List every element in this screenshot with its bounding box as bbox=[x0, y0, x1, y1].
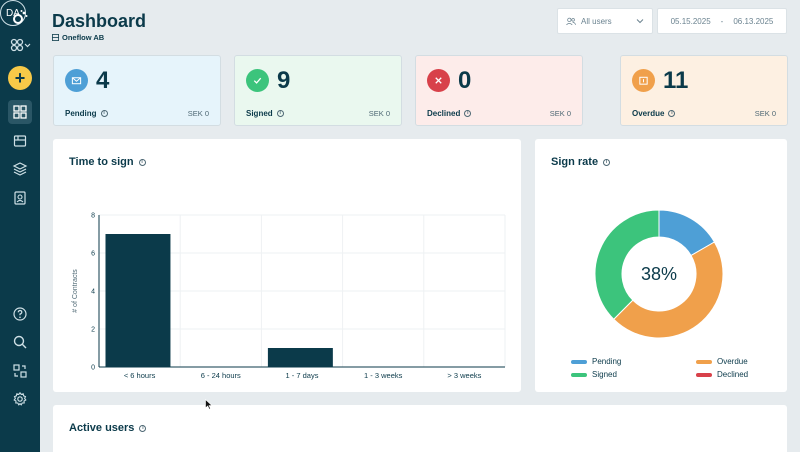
legend-swatch bbox=[696, 359, 712, 364]
templates-icon[interactable] bbox=[8, 157, 32, 181]
sign-rate-panel: Sign rate i 38% Pending Overdue Signed Decl… bbox=[535, 139, 787, 392]
documents-icon[interactable] bbox=[8, 129, 32, 153]
sidebar: + DA bbox=[0, 0, 40, 452]
y-tick-label: 0 bbox=[91, 365, 95, 372]
legend-swatch bbox=[696, 372, 712, 377]
legend-swatch bbox=[571, 359, 587, 364]
info-icon[interactable]: i bbox=[603, 158, 611, 166]
legend-item-signed[interactable]: Signed bbox=[571, 370, 617, 379]
stat-count: 9 bbox=[277, 67, 291, 94]
date-range-picker[interactable]: 05.15.2025 - 06.13.2025 bbox=[657, 8, 787, 34]
sign-rate-percentage: 38% bbox=[641, 264, 677, 284]
y-tick-label: 2 bbox=[91, 327, 95, 334]
time-to-sign-panel: Time to sign i 0 2 4 6 8 # of Contracts < 6 ho… bbox=[53, 139, 521, 392]
stat-card-declined[interactable]: 0 Declined i SEK 0 bbox=[415, 55, 583, 126]
y-tick-label: 6 bbox=[91, 251, 95, 258]
search-icon[interactable] bbox=[8, 330, 32, 354]
legend-label: Signed bbox=[592, 370, 617, 379]
info-icon[interactable]: i bbox=[100, 110, 108, 117]
dashboard-icon[interactable] bbox=[8, 100, 32, 124]
x-tick-label: > 3 weeks bbox=[447, 371, 481, 380]
envelope-icon bbox=[65, 69, 88, 92]
user-filter-value: All users bbox=[581, 16, 612, 26]
legend-swatch bbox=[571, 372, 587, 377]
stat-amount: SEK 0 bbox=[368, 109, 390, 118]
info-icon[interactable]: i bbox=[464, 110, 472, 117]
company-name: Oneflow AB bbox=[62, 33, 105, 42]
time-to-sign-title: Time to sign i bbox=[69, 156, 146, 168]
address-book-icon[interactable] bbox=[8, 186, 32, 210]
stat-amount: SEK 0 bbox=[549, 109, 571, 118]
stat-label: Overdue i bbox=[632, 109, 676, 118]
x-tick-label: < 6 hours bbox=[124, 371, 156, 380]
users-icon bbox=[566, 17, 576, 25]
stat-count: 11 bbox=[663, 67, 689, 94]
time-to-sign-chart: 0 2 4 6 8 # of Contracts < 6 hours 6 - 24 hours… bbox=[72, 213, 506, 380]
page-title: Dashboard bbox=[52, 11, 147, 31]
donut-slice-signed[interactable] bbox=[594, 209, 660, 320]
date-separator: - bbox=[720, 16, 724, 26]
company-icon bbox=[52, 34, 59, 41]
stat-count: 0 bbox=[458, 67, 472, 94]
date-to[interactable]: 06.13.2025 bbox=[733, 16, 774, 26]
sign-rate-title: Sign rate i bbox=[551, 156, 611, 168]
x-tick-label: 1 - 3 weeks bbox=[364, 371, 403, 380]
date-from[interactable]: 05.15.2025 bbox=[670, 16, 711, 26]
y-tick-label: 4 bbox=[91, 289, 95, 296]
active-users-panel: Active users i bbox=[53, 405, 787, 452]
company-label: Oneflow AB bbox=[52, 33, 104, 42]
user-avatar[interactable]: DA bbox=[0, 0, 26, 26]
stat-card-signed[interactable]: 9 Signed i SEK 0 bbox=[234, 55, 402, 126]
donut-slice-overdue[interactable] bbox=[613, 241, 724, 339]
legend-label: Pending bbox=[592, 357, 622, 366]
x-tick-label: 1 - 7 days bbox=[286, 371, 319, 380]
legend-label: Overdue bbox=[717, 357, 748, 366]
legend-item-pending[interactable]: Pending bbox=[571, 357, 621, 366]
y-axis-label: # of Contracts bbox=[72, 269, 79, 313]
stat-label: Pending i bbox=[65, 109, 108, 118]
info-icon[interactable]: i bbox=[139, 424, 147, 432]
mouse-cursor-icon bbox=[205, 399, 213, 410]
help-icon[interactable] bbox=[8, 302, 32, 326]
stat-card-overdue[interactable]: 11 Overdue i SEK 0 bbox=[620, 55, 788, 126]
legend-item-overdue[interactable]: Overdue bbox=[696, 357, 748, 366]
sign-rate-donut: 38% bbox=[594, 209, 724, 339]
x-tick-label: 6 - 24 hours bbox=[201, 371, 241, 380]
calendar-icon bbox=[632, 69, 655, 92]
info-icon[interactable]: i bbox=[668, 110, 676, 117]
check-icon bbox=[246, 69, 269, 92]
user-filter-select[interactable]: All users bbox=[557, 8, 653, 34]
info-icon[interactable]: i bbox=[276, 110, 284, 117]
oneflow-logo-icon[interactable] bbox=[8, 5, 32, 29]
create-button[interactable]: + bbox=[8, 66, 32, 90]
stat-card-pending[interactable]: 4 Pending i SEK 0 bbox=[53, 55, 221, 126]
stat-count: 4 bbox=[96, 67, 110, 94]
chevron-down-icon bbox=[636, 19, 644, 24]
workspace-switcher-icon[interactable] bbox=[6, 34, 36, 58]
legend-label: Declined bbox=[717, 370, 749, 379]
legend-item-declined[interactable]: Declined bbox=[696, 370, 748, 379]
active-users-title: Active users i bbox=[69, 422, 147, 434]
stat-label: Signed i bbox=[246, 109, 284, 118]
y-tick-label: 8 bbox=[91, 213, 95, 220]
stat-amount: SEK 0 bbox=[187, 109, 209, 118]
bar[interactable] bbox=[267, 348, 333, 367]
stat-label: Declined i bbox=[427, 109, 472, 118]
bar[interactable] bbox=[105, 234, 171, 367]
integrations-icon[interactable] bbox=[8, 359, 32, 383]
info-icon[interactable]: i bbox=[138, 158, 146, 166]
settings-gear-icon[interactable] bbox=[8, 387, 32, 411]
stat-amount: SEK 0 bbox=[754, 109, 776, 118]
x-icon bbox=[427, 69, 450, 92]
